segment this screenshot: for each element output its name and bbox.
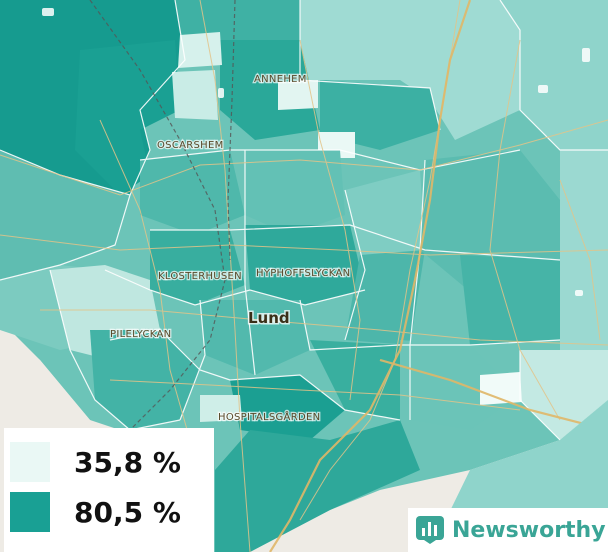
place-label-oscarshem: OSCARSHEM xyxy=(157,140,224,151)
region-s-light xyxy=(200,395,242,422)
region-light-2 xyxy=(172,70,218,120)
bar-chart-icon xyxy=(416,516,444,544)
region-center-1 xyxy=(140,150,245,235)
region-sw xyxy=(90,330,200,430)
region-se-2 xyxy=(520,350,608,440)
region-se-light xyxy=(480,372,522,405)
region-center-2 xyxy=(245,150,345,235)
region-center-e xyxy=(345,170,425,270)
region-light-3 xyxy=(278,80,318,110)
place-label-annehem: ANNEHEM xyxy=(254,74,307,85)
region-nw2 xyxy=(75,40,180,195)
legend-high-label: 80,5 % xyxy=(74,495,181,529)
place-label-hospitalsgarden: HOSPITALSGÅRDEN xyxy=(218,410,320,423)
legend-low-row: 35,8 % xyxy=(10,442,181,482)
newsworthy-logo: Newsworthy xyxy=(408,508,608,552)
place-label-hyphoffslyckan: HYPHOFFSLYCKAN xyxy=(256,268,350,279)
region-east-mid xyxy=(345,250,425,345)
legend-high-row: 80,5 % xyxy=(10,492,181,532)
legend-low-swatch xyxy=(10,442,50,482)
region-klosterhusen xyxy=(150,230,245,305)
region-east-2 xyxy=(460,255,560,345)
region-annehem xyxy=(220,40,320,140)
brand-name: Newsworthy xyxy=(452,517,606,543)
region-s xyxy=(310,340,400,420)
region-light-1 xyxy=(178,32,222,68)
legend-low-label: 35,8 % xyxy=(74,445,181,479)
region-south xyxy=(215,420,420,552)
place-label-pilelyckan: PILELYCKAN xyxy=(110,329,171,340)
legend: 35,8 % 80,5 % xyxy=(4,428,214,552)
region-ne-light xyxy=(300,0,520,140)
legend-high-swatch xyxy=(10,492,50,532)
outer-land xyxy=(0,330,120,430)
region-hyphoff xyxy=(245,225,365,305)
place-label-klosterhusen: KLOSTERHUSEN xyxy=(158,271,242,282)
region-se xyxy=(400,340,520,430)
city-label-lund: Lund xyxy=(248,309,290,327)
region-far-east xyxy=(560,150,608,355)
region-lund-core xyxy=(200,300,310,375)
region-ne xyxy=(500,0,608,150)
